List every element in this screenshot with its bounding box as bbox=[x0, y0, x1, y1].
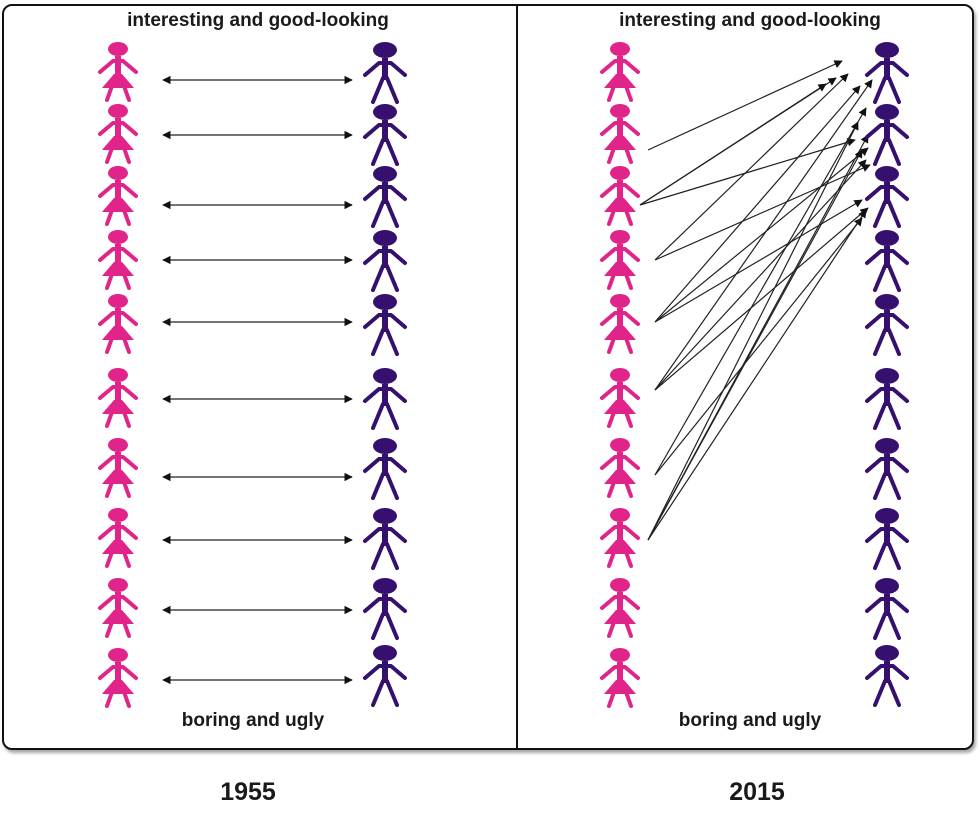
woman-figure-icon bbox=[600, 104, 640, 164]
connection-arrow bbox=[654, 73, 849, 261]
woman-figure-icon bbox=[98, 104, 138, 164]
man-figure-icon bbox=[363, 645, 407, 707]
connection-arrow bbox=[647, 149, 863, 541]
man-figure-icon bbox=[363, 294, 407, 356]
connection-arrow bbox=[647, 209, 867, 541]
panel-1955-bottom-label: boring and ugly bbox=[181, 710, 325, 731]
man-figure-icon bbox=[865, 104, 909, 166]
woman-figure-icon bbox=[600, 294, 640, 354]
arrows-group bbox=[639, 60, 873, 541]
year-1955-label: 1955 bbox=[220, 778, 276, 806]
connection-arrow bbox=[654, 199, 863, 323]
woman-figure-icon bbox=[98, 368, 138, 428]
woman-figure-icon bbox=[600, 368, 640, 428]
woman-figure-icon bbox=[98, 438, 138, 498]
woman-figure-icon bbox=[98, 42, 138, 102]
connection-arrow bbox=[654, 207, 869, 391]
connection-arrow bbox=[654, 107, 867, 476]
man-figure-icon bbox=[865, 645, 909, 707]
men-column bbox=[363, 42, 407, 707]
connection-arrow bbox=[654, 217, 863, 476]
panel-1955 bbox=[98, 42, 407, 708]
connection-arrow bbox=[654, 147, 869, 323]
man-figure-icon bbox=[865, 438, 909, 500]
panel-divider bbox=[516, 4, 518, 750]
connection-arrow bbox=[654, 85, 861, 323]
woman-figure-icon bbox=[600, 42, 640, 102]
connection-arrow bbox=[647, 60, 843, 151]
woman-figure-icon bbox=[600, 166, 640, 226]
man-figure-icon bbox=[363, 166, 407, 228]
man-figure-icon bbox=[363, 368, 407, 430]
woman-figure-icon bbox=[98, 230, 138, 290]
women-column bbox=[98, 42, 138, 708]
men-column bbox=[865, 42, 909, 707]
panel-2015-top-label: interesting and good-looking bbox=[619, 10, 881, 31]
woman-figure-icon bbox=[98, 578, 138, 638]
man-figure-icon bbox=[865, 166, 909, 228]
woman-figure-icon bbox=[600, 230, 640, 290]
man-figure-icon bbox=[865, 578, 909, 640]
man-figure-icon bbox=[363, 104, 407, 166]
woman-figure-icon bbox=[600, 578, 640, 638]
man-figure-icon bbox=[865, 368, 909, 430]
connection-arrow bbox=[654, 159, 867, 391]
connection-arrow bbox=[639, 138, 856, 206]
connection-arrow bbox=[639, 83, 827, 206]
man-figure-icon bbox=[865, 508, 909, 570]
connection-arrow bbox=[647, 121, 859, 541]
woman-figure-icon bbox=[98, 508, 138, 568]
woman-figure-icon bbox=[98, 648, 138, 708]
diagram-frame bbox=[2, 4, 974, 750]
woman-figure-icon bbox=[600, 438, 640, 498]
man-figure-icon bbox=[363, 438, 407, 500]
man-figure-icon bbox=[363, 230, 407, 292]
man-figure-icon bbox=[363, 508, 407, 570]
women-column bbox=[600, 42, 640, 708]
panel-2015-bottom-label: boring and ugly bbox=[678, 710, 822, 731]
man-figure-icon bbox=[865, 230, 909, 292]
woman-figure-icon bbox=[600, 648, 640, 708]
man-figure-icon bbox=[865, 294, 909, 356]
panel-2015 bbox=[600, 42, 909, 708]
year-2015-label: 2015 bbox=[729, 778, 785, 806]
connection-arrow bbox=[654, 79, 873, 391]
arrows-group bbox=[162, 75, 353, 685]
connection-arrow bbox=[654, 164, 871, 261]
woman-figure-icon bbox=[98, 294, 138, 354]
man-figure-icon bbox=[363, 42, 407, 104]
woman-figure-icon bbox=[98, 166, 138, 226]
woman-figure-icon bbox=[600, 508, 640, 568]
man-figure-icon bbox=[363, 578, 407, 640]
panel-1955-top-label: interesting and good-looking bbox=[127, 10, 389, 31]
man-figure-icon bbox=[865, 42, 909, 104]
